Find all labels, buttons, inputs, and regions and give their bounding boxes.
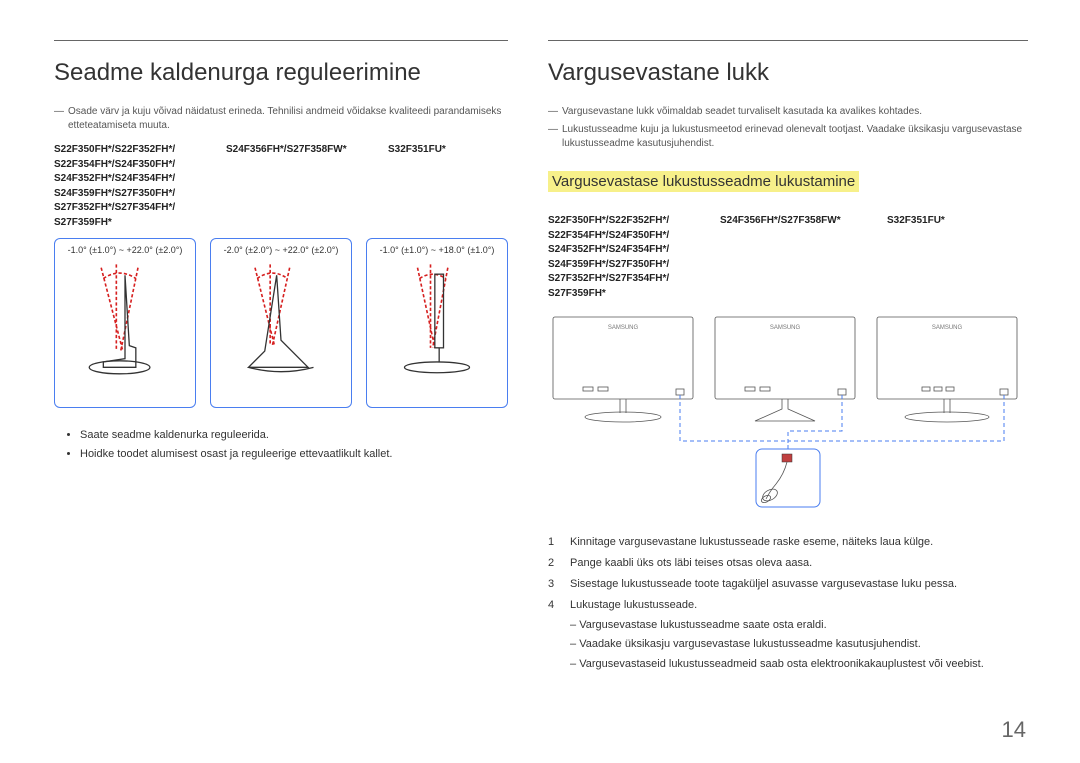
- right-column: Vargusevastane lukk ―Vargusevastane lukk…: [548, 40, 1028, 675]
- step-1: 1Kinnitage vargusevastane lukustusseade …: [548, 532, 1028, 553]
- bullet-2: Hoidke toodet alumisest osast ja regulee…: [80, 445, 508, 464]
- svg-text:SAMSUNG: SAMSUNG: [608, 325, 639, 331]
- bullet-1: Saate seadme kaldenurka reguleerida.: [80, 426, 508, 445]
- angle-2: -2.0° (±2.0°) ~ +22.0° (±2.0°): [215, 245, 347, 255]
- tilt-diagram-3-svg: [371, 259, 503, 389]
- r-model-col1: S22F350FH*/S22F352FH*/S22F354FH*/S24F350…: [548, 214, 698, 301]
- divider: [54, 40, 508, 41]
- step-2: 2Pange kaabli üks ots läbi teises otsas …: [548, 553, 1028, 574]
- r-model-col3: S32F351FU*: [887, 214, 945, 301]
- right-heading: Vargusevastane lukk: [548, 59, 1028, 87]
- step-3: 3Sisestage lukustusseade toote tagakülje…: [548, 574, 1028, 595]
- monitor-diagram-svg: SAMSUNG SAMSUNG SAMSUNG: [548, 309, 1028, 509]
- step-2-text: Pange kaabli üks ots läbi teises otsas o…: [570, 553, 812, 574]
- right-note-2-text: Lukustusseadme kuju ja lukustusmeetod er…: [562, 124, 1022, 149]
- angle-1: -1.0° (±1.0°) ~ +22.0° (±2.0°): [59, 245, 191, 255]
- left-model-row: S22F350FH*/S22F352FH*/S22F354FH*/S24F350…: [54, 143, 508, 230]
- right-subheading: Vargusevastase lukustusseadme lukustamin…: [548, 171, 859, 192]
- left-heading: Seadme kaldenurga reguleerimine: [54, 59, 508, 87]
- step-1-text: Kinnitage vargusevastane lukustusseade r…: [570, 532, 933, 553]
- tilt-box-2: -2.0° (±2.0°) ~ +22.0° (±2.0°): [210, 238, 352, 408]
- page-number: 14: [1002, 717, 1026, 743]
- tilt-diagram-1-svg: [59, 259, 191, 389]
- right-note-2: ―Lukustusseadme kuju ja lukustusmeetod e…: [548, 123, 1028, 151]
- right-note-1: ―Vargusevastane lukk võimaldab seadet tu…: [548, 105, 1028, 119]
- tilt-box-1: -1.0° (±1.0°) ~ +22.0° (±2.0°): [54, 238, 196, 408]
- divider: [548, 40, 1028, 41]
- model-col3: S32F351FU*: [388, 143, 446, 230]
- model-col2: S24F356FH*/S27F358FW*: [226, 143, 366, 230]
- step-4-text: Lukustage lukustusseade.: [570, 595, 697, 616]
- substeps: Vargusevastase lukustusseadme saate osta…: [570, 616, 1028, 675]
- step-4: 4Lukustage lukustusseade.: [548, 595, 1028, 616]
- svg-text:SAMSUNG: SAMSUNG: [770, 325, 801, 331]
- r-model-col2: S24F356FH*/S27F358FW*: [720, 214, 865, 301]
- step-3-text: Sisestage lukustusseade toote tagaküljel…: [570, 574, 957, 595]
- left-bullets: Saate seadme kaldenurka reguleerida. Hoi…: [54, 426, 508, 463]
- right-note-1-text: Vargusevastane lukk võimaldab seadet tur…: [562, 106, 922, 117]
- tilt-box-3: -1.0° (±1.0°) ~ +18.0° (±1.0°): [366, 238, 508, 408]
- left-column: Seadme kaldenurga reguleerimine ―Osade v…: [54, 40, 508, 675]
- substep-2: Vaadake üksikasju vargusevastase lukustu…: [570, 635, 1028, 655]
- tilt-diagram-2-svg: [215, 259, 347, 389]
- tilt-diagram-row: -1.0° (±1.0°) ~ +22.0° (±2.0°) -2.0° (±2…: [54, 238, 508, 408]
- left-note: ―Osade värv ja kuju võivad näidatust eri…: [54, 105, 508, 133]
- model-col1: S22F350FH*/S22F352FH*/S22F354FH*/S24F350…: [54, 143, 204, 230]
- angle-3: -1.0° (±1.0°) ~ +18.0° (±1.0°): [371, 245, 503, 255]
- left-note-text: Osade värv ja kuju võivad näidatust erin…: [68, 106, 501, 131]
- substep-1: Vargusevastase lukustusseadme saate osta…: [570, 616, 1028, 636]
- steps-list: 1Kinnitage vargusevastane lukustusseade …: [548, 532, 1028, 616]
- right-model-row: S22F350FH*/S22F352FH*/S22F354FH*/S24F350…: [548, 214, 1028, 301]
- substep-3: Vargusevastaseid lukustusseadmeid saab o…: [570, 655, 1028, 675]
- svg-text:SAMSUNG: SAMSUNG: [932, 325, 963, 331]
